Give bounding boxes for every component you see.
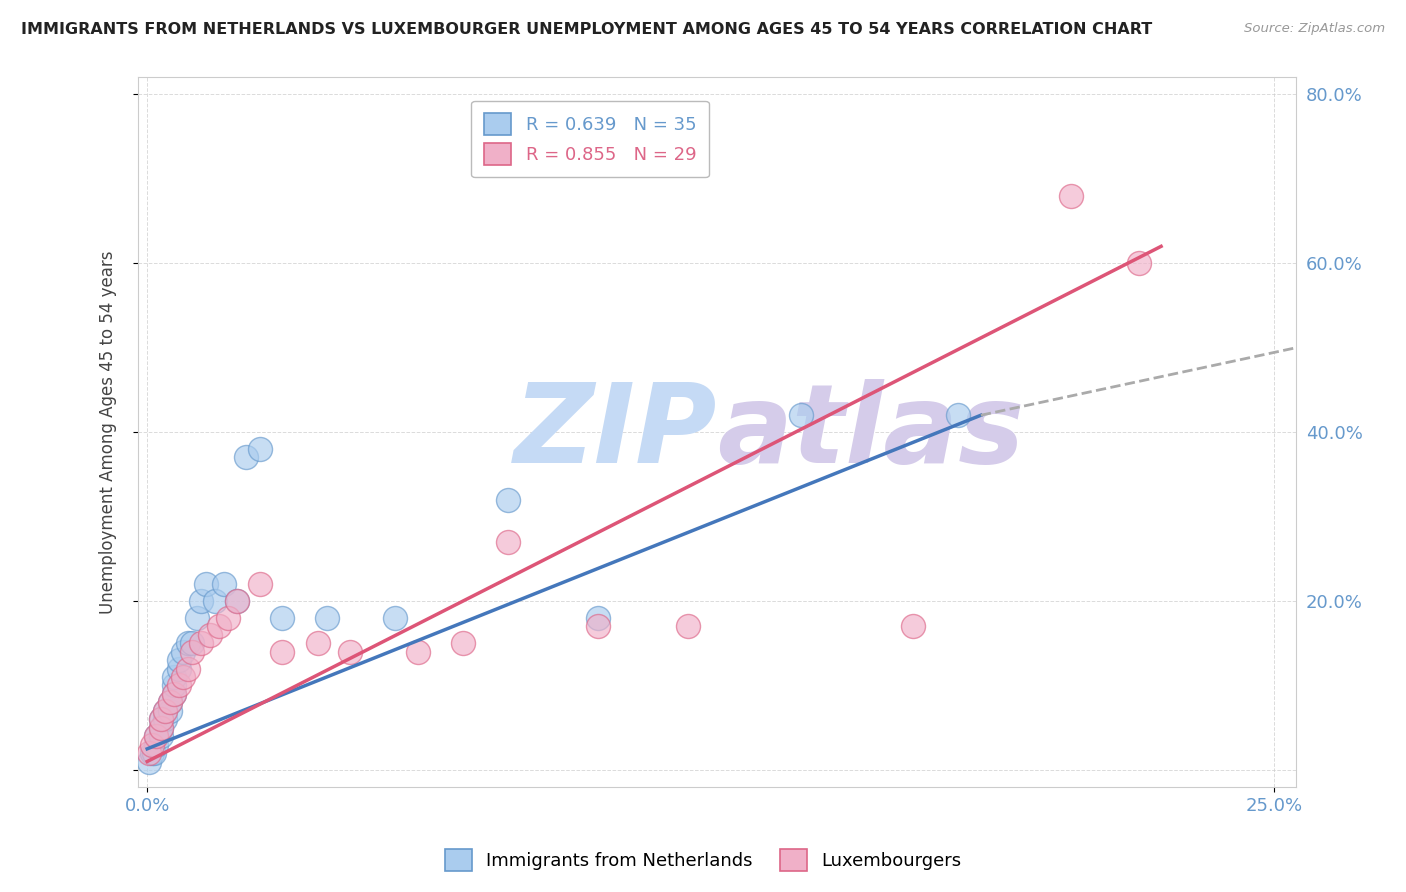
Point xyxy=(159,695,181,709)
Point xyxy=(159,695,181,709)
Point xyxy=(676,619,699,633)
Point xyxy=(249,442,271,456)
Point xyxy=(163,670,186,684)
Point xyxy=(208,619,231,633)
Point xyxy=(200,628,222,642)
Point xyxy=(226,594,249,608)
Point xyxy=(339,645,361,659)
Point xyxy=(167,653,190,667)
Point xyxy=(586,611,609,625)
Point xyxy=(177,662,200,676)
Point xyxy=(235,450,257,465)
Point xyxy=(149,712,172,726)
Text: atlas: atlas xyxy=(717,378,1025,485)
Point xyxy=(141,746,163,760)
Point xyxy=(789,409,811,423)
Point xyxy=(163,687,186,701)
Point xyxy=(149,721,172,735)
Point xyxy=(903,619,925,633)
Point xyxy=(159,704,181,718)
Text: Source: ZipAtlas.com: Source: ZipAtlas.com xyxy=(1244,22,1385,36)
Point xyxy=(204,594,226,608)
Point xyxy=(1060,188,1083,202)
Point xyxy=(586,619,609,633)
Point xyxy=(384,611,406,625)
Point xyxy=(149,721,172,735)
Point xyxy=(172,645,194,659)
Point xyxy=(1128,256,1150,270)
Point xyxy=(271,611,294,625)
Point xyxy=(155,704,177,718)
Point xyxy=(212,577,235,591)
Point xyxy=(217,611,239,625)
Point xyxy=(172,670,194,684)
Point xyxy=(177,636,200,650)
Point xyxy=(190,636,212,650)
Point xyxy=(138,746,160,760)
Point xyxy=(149,729,172,743)
Point xyxy=(190,594,212,608)
Point xyxy=(271,645,294,659)
Y-axis label: Unemployment Among Ages 45 to 54 years: Unemployment Among Ages 45 to 54 years xyxy=(100,251,117,614)
Point xyxy=(226,594,249,608)
Point xyxy=(948,409,970,423)
Point xyxy=(496,492,519,507)
Point xyxy=(316,611,339,625)
Point xyxy=(181,645,204,659)
Point xyxy=(307,636,329,650)
Point xyxy=(167,678,190,692)
Legend: Immigrants from Netherlands, Luxembourgers: Immigrants from Netherlands, Luxembourge… xyxy=(437,842,969,879)
Point xyxy=(145,729,167,743)
Point xyxy=(145,738,167,752)
Point xyxy=(496,535,519,549)
Point xyxy=(451,636,474,650)
Point xyxy=(249,577,271,591)
Point xyxy=(163,678,186,692)
Point xyxy=(155,704,177,718)
Point xyxy=(181,636,204,650)
Text: ZIP: ZIP xyxy=(513,378,717,485)
Point xyxy=(138,755,160,769)
Point xyxy=(155,712,177,726)
Point xyxy=(149,712,172,726)
Legend: R = 0.639   N = 35, R = 0.855   N = 29: R = 0.639 N = 35, R = 0.855 N = 29 xyxy=(471,101,709,178)
Point xyxy=(406,645,429,659)
Point xyxy=(163,687,186,701)
Point xyxy=(143,746,166,760)
Point xyxy=(145,729,167,743)
Point xyxy=(186,611,208,625)
Text: IMMIGRANTS FROM NETHERLANDS VS LUXEMBOURGER UNEMPLOYMENT AMONG AGES 45 TO 54 YEA: IMMIGRANTS FROM NETHERLANDS VS LUXEMBOUR… xyxy=(21,22,1153,37)
Point xyxy=(167,662,190,676)
Point xyxy=(141,738,163,752)
Point xyxy=(194,577,217,591)
